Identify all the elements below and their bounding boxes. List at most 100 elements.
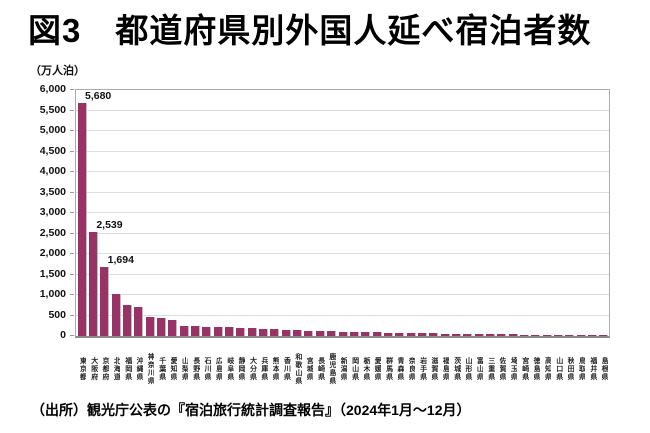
bar-香川県	[281, 329, 290, 336]
x-tick-label: 福井県	[589, 357, 597, 381]
bar-山口県	[553, 334, 562, 336]
bar-山梨県	[179, 325, 188, 336]
x-tick-label: 和歌山県	[294, 353, 302, 385]
bar-奈良県	[406, 332, 415, 336]
x-tick-label: 高知県	[544, 357, 552, 381]
x-tick-label: 奈良県	[408, 357, 416, 381]
x-tick-label: 静岡県	[238, 357, 246, 381]
bar-広島県	[213, 327, 222, 336]
bar-静岡県	[236, 328, 245, 336]
bar-東京都	[77, 103, 86, 336]
y-axis: 0 500 1,000 1,500 2,000 2,500 3,000 3,500 4,000 4…	[0, 83, 74, 341]
x-tick-label: 宮崎県	[521, 357, 529, 381]
bar-宮城県	[304, 330, 313, 336]
bar-岩手県	[417, 333, 426, 336]
x-tick-label: 広島県	[215, 357, 223, 381]
gridline	[76, 109, 609, 111]
bar-沖縄県	[134, 306, 143, 336]
bar-岡山県	[349, 331, 358, 336]
x-tick-label: 千葉県	[158, 357, 166, 381]
x-tick-label: 新潟県	[340, 357, 348, 381]
y-tick-label: 4,500	[39, 144, 66, 157]
x-tick-label: 岡山県	[351, 357, 359, 381]
bar-兵庫県	[259, 328, 268, 336]
gridline	[76, 171, 609, 172]
y-tick-label: 4,000	[39, 165, 66, 177]
x-tick-label: 東京都	[79, 357, 87, 381]
y-tick-label: 2,000	[39, 247, 66, 259]
bar-鹿児島県	[327, 331, 336, 336]
bar-島根県	[599, 335, 608, 336]
bar-value-label: 5,680	[85, 90, 112, 103]
y-tick-mark	[70, 314, 74, 316]
x-tick-label: 山形県	[465, 357, 473, 381]
bar-青森県	[395, 332, 404, 336]
x-tick-label: 沖縄県	[136, 357, 144, 381]
x-tick-label: 富山県	[476, 357, 484, 381]
y-tick-mark	[70, 130, 74, 131]
bar-愛媛県	[372, 332, 381, 336]
x-tick-label: 鹿児島県	[328, 353, 336, 385]
bar-新潟県	[338, 331, 347, 336]
gridline	[76, 191, 609, 193]
x-tick-label: 佐賀県	[499, 357, 507, 381]
x-tick-label: 三重県	[487, 357, 495, 381]
x-tick-label: 愛知県	[170, 357, 178, 381]
gridline	[76, 294, 609, 295]
y-tick-label: 0	[60, 329, 66, 341]
x-tick-label: 山梨県	[181, 357, 189, 381]
x-tick-label: 山口県	[555, 357, 563, 381]
x-tick-label: 群馬県	[385, 357, 393, 381]
y-tick-mark	[70, 232, 74, 234]
gridline	[76, 273, 609, 275]
bar-滋賀県	[429, 333, 438, 336]
bar-宮崎県	[519, 334, 528, 336]
bar-京都府	[100, 266, 109, 336]
x-tick-label: 熊本県	[272, 357, 280, 381]
y-tick-label: 2,500	[39, 226, 66, 239]
y-tick-mark	[70, 212, 74, 213]
bar-岐阜県	[225, 327, 234, 336]
x-tick-label: 京都府	[102, 357, 110, 381]
y-tick-mark	[70, 150, 74, 152]
gridline	[76, 232, 609, 234]
y-tick-label: 6,000	[39, 83, 66, 95]
bar-高知県	[542, 334, 551, 336]
bar-長野県	[191, 325, 200, 336]
x-tick-label: 秋田県	[567, 357, 575, 381]
x-tick-label: 徳島県	[533, 357, 541, 381]
y-tick-mark	[70, 89, 74, 90]
y-tick-mark	[70, 191, 74, 193]
bar-佐賀県	[497, 334, 506, 336]
bar-石川県	[202, 326, 211, 336]
bar-福岡県	[123, 305, 132, 336]
bar-埼玉県	[508, 334, 517, 336]
x-tick-label: 石川県	[204, 357, 212, 381]
y-axis-unit-label: （万人泊）	[30, 65, 85, 77]
bar-熊本県	[270, 329, 279, 336]
x-tick-label: 兵庫県	[260, 357, 268, 381]
x-tick-label: 長野県	[192, 357, 200, 381]
bar-富山県	[474, 334, 483, 336]
gridline	[76, 150, 609, 152]
gridline	[76, 130, 609, 131]
bar-栃木県	[361, 332, 370, 336]
x-tick-label: 北海道	[113, 357, 121, 381]
gridline	[76, 253, 609, 254]
x-tick-label: 福島県	[442, 357, 450, 381]
x-tick-label: 滋賀県	[431, 357, 438, 381]
bar-秋田県	[565, 335, 574, 336]
x-tick-label: 岩手県	[419, 357, 427, 381]
y-tick-label: 3,000	[39, 206, 66, 218]
bar-徳島県	[531, 334, 540, 336]
y-tick-label: 5,000	[39, 124, 66, 136]
x-tick-label: 福岡県	[124, 357, 132, 381]
y-tick-label: 3,500	[39, 185, 66, 198]
y-tick-mark	[70, 253, 74, 254]
x-tick-label: 神奈川県	[147, 353, 155, 385]
bar-福井県	[587, 335, 596, 336]
bar-三重県	[485, 334, 494, 336]
y-tick-label: 5,500	[39, 103, 66, 116]
y-tick-mark	[70, 171, 74, 172]
